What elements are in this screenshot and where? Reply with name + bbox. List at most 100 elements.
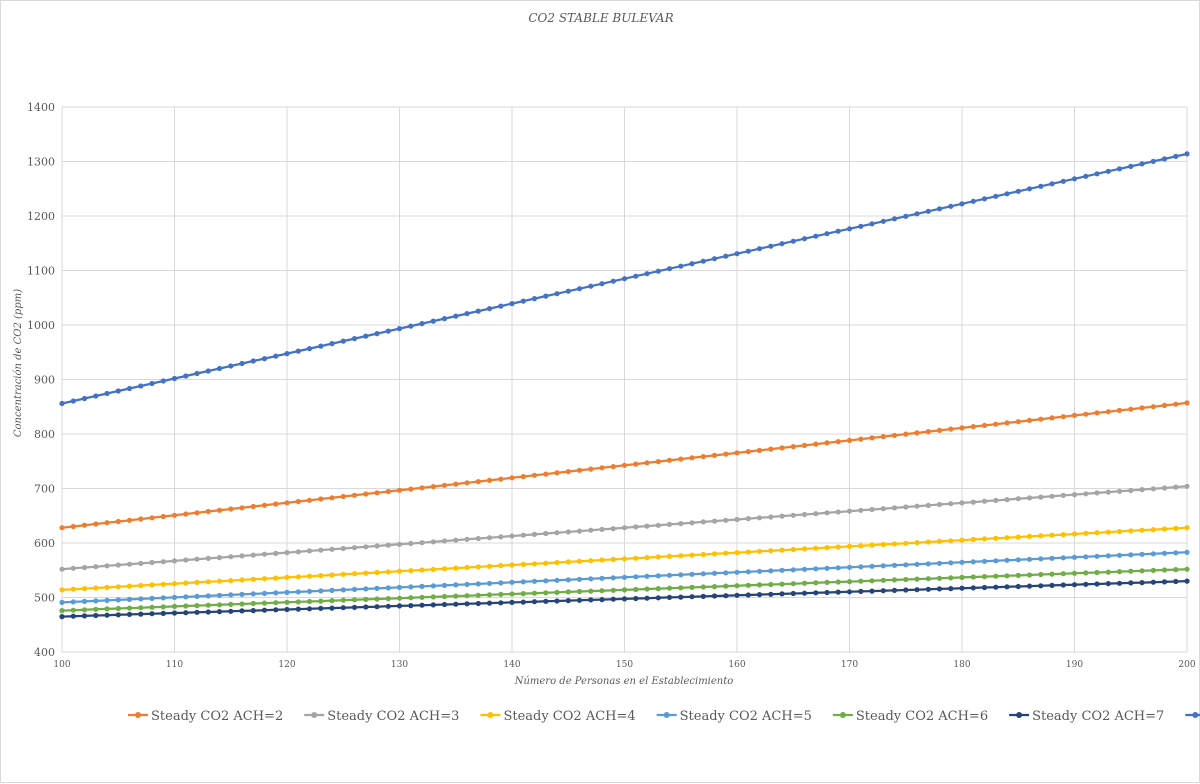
- data-point: [1128, 163, 1134, 169]
- data-point: [183, 594, 189, 600]
- data-point: [745, 569, 751, 575]
- data-point: [1161, 485, 1168, 491]
- data-point: [993, 497, 999, 503]
- data-point: [565, 559, 571, 565]
- data-point: [1173, 567, 1179, 573]
- data-point: [228, 554, 234, 560]
- data-point: [93, 564, 99, 570]
- data-point: [723, 451, 729, 457]
- data-point: [93, 393, 99, 399]
- data-point: [1105, 409, 1111, 415]
- data-point: [93, 521, 99, 527]
- data-point: [981, 196, 988, 202]
- data-point: [588, 283, 594, 289]
- data-point: [1071, 176, 1078, 182]
- data-point: [160, 559, 166, 565]
- data-point: [70, 398, 76, 404]
- data-point: [981, 536, 988, 542]
- data-point: [1004, 557, 1010, 563]
- data-point: [70, 613, 76, 619]
- data-point: [678, 594, 684, 600]
- data-point: [1038, 183, 1044, 189]
- data-point: [284, 589, 290, 596]
- series-group: [59, 151, 1190, 620]
- data-point: [329, 495, 335, 501]
- data-point: [756, 592, 763, 598]
- data-point: [363, 333, 369, 339]
- data-point: [610, 596, 616, 602]
- data-point: [835, 439, 841, 445]
- data-point: [1060, 555, 1066, 561]
- data-point: [1116, 166, 1123, 172]
- data-point: [520, 579, 526, 585]
- data-point: [925, 561, 931, 567]
- data-point: [655, 522, 661, 528]
- data-point: [835, 589, 841, 595]
- data-point: [993, 535, 999, 541]
- data-point: [576, 597, 583, 603]
- y-axis-ticks: 400 500 600 700 800 900 1000 1100 1200 1300 1400: [27, 101, 55, 659]
- data-point: [171, 375, 178, 382]
- data-point: [734, 450, 740, 456]
- data-point: [441, 593, 448, 600]
- data-point: [655, 459, 661, 465]
- data-point: [453, 481, 459, 487]
- data-point: [104, 584, 110, 591]
- data-point: [273, 353, 279, 359]
- data-point: [1094, 569, 1100, 576]
- data-point: [194, 609, 200, 615]
- data-point: [1150, 551, 1156, 557]
- data-point: [149, 595, 155, 602]
- data-point: [846, 589, 853, 595]
- legend-label: Steady CO2 ACH=4: [503, 709, 635, 724]
- data-point: [453, 593, 459, 599]
- data-point: [486, 563, 493, 569]
- data-point: [869, 563, 875, 569]
- data-point: [1139, 580, 1145, 586]
- data-point: [408, 568, 414, 574]
- data-point: [104, 520, 110, 526]
- x-tick-label: 200: [1178, 660, 1195, 670]
- data-point: [1139, 527, 1145, 533]
- data-point: [723, 253, 729, 259]
- data-point: [970, 424, 976, 430]
- data-point: [284, 500, 290, 506]
- data-point: [745, 449, 751, 455]
- data-point: [880, 563, 886, 569]
- data-point: [1105, 168, 1111, 174]
- data-point: [441, 566, 448, 572]
- data-point: [1105, 569, 1111, 575]
- data-point: [396, 584, 403, 591]
- data-point: [824, 545, 830, 551]
- data-point: [858, 507, 864, 513]
- data-point: [318, 605, 324, 612]
- data-point: [565, 469, 571, 475]
- data-point: [543, 578, 549, 584]
- data-point: [891, 541, 898, 547]
- data-point: [779, 547, 785, 553]
- data-point: [914, 503, 920, 509]
- data-point: [1139, 161, 1145, 167]
- data-point: [633, 586, 639, 593]
- data-point: [880, 588, 886, 594]
- data-point: [396, 603, 403, 609]
- data-point: [1150, 567, 1156, 574]
- data-point: [779, 445, 785, 451]
- data-point: [408, 323, 414, 329]
- data-point: [880, 434, 886, 440]
- data-point: [1173, 484, 1179, 490]
- data-point: [104, 597, 110, 604]
- data-point: [396, 595, 403, 601]
- data-point: [1015, 534, 1021, 540]
- data-point: [239, 360, 245, 367]
- data-point: [205, 609, 211, 615]
- data-point: [453, 537, 459, 543]
- data-point: [801, 511, 808, 518]
- data-point: [970, 585, 976, 591]
- data-point: [475, 564, 481, 570]
- data-point: [520, 532, 526, 538]
- data-point: [925, 502, 931, 508]
- data-point: [1015, 419, 1021, 425]
- data-point: [126, 583, 133, 589]
- data-point: [948, 560, 954, 566]
